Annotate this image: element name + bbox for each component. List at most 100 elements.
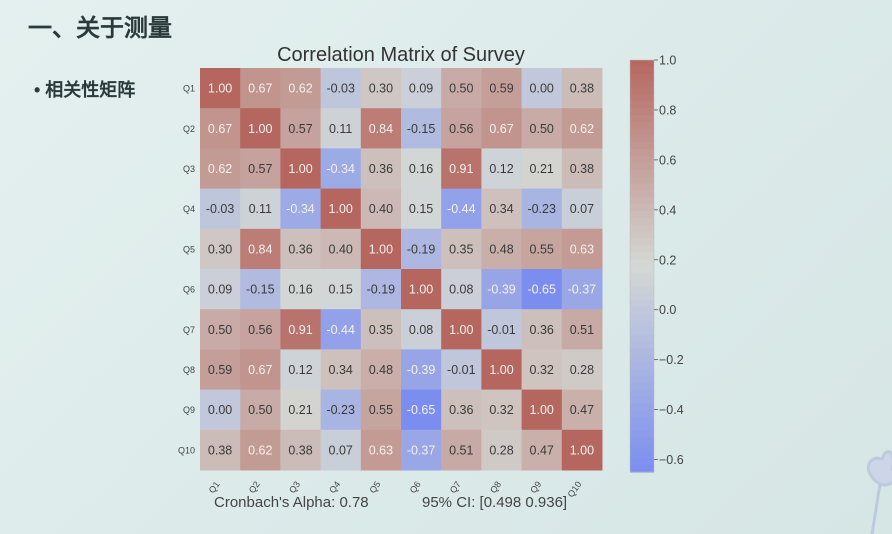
- colorbar-segment: [630, 245, 654, 253]
- colorbar-segment: [630, 362, 654, 370]
- colorbar-segment: [630, 94, 654, 102]
- cell-value-label: 0.07: [570, 202, 594, 216]
- cell-value-label: 0.28: [570, 363, 594, 377]
- col-tick-label: Q1: [207, 479, 222, 495]
- cell-value-label: -0.37: [568, 283, 597, 297]
- heatmap-cell: [401, 68, 442, 109]
- colorbar-segment: [630, 266, 654, 274]
- heatmap-cell: [441, 108, 482, 149]
- colorbar-tick-label: 1.0: [659, 54, 676, 68]
- heatmap-cell: [521, 68, 563, 109]
- cell-value-label: 0.63: [570, 242, 594, 256]
- cell-value-label: 0.32: [530, 363, 554, 377]
- heatmap-cell: [521, 429, 563, 471]
- heatmap-cell: [240, 188, 281, 230]
- heatmap-cell: [521, 309, 563, 350]
- cell-value-label: 0.62: [208, 162, 232, 176]
- colorbar-tick-label: 0.2: [659, 253, 676, 267]
- heatmap-cell: [441, 349, 482, 391]
- cell-value-label: 0.21: [530, 162, 554, 176]
- colorbar-segment: [630, 293, 654, 301]
- heatmap-cell: [360, 148, 402, 190]
- colorbar-segment: [630, 279, 654, 288]
- heatmap-cell: [280, 68, 322, 109]
- cell-value-label: 0.32: [489, 403, 513, 417]
- colorbar-frame: [629, 59, 655, 473]
- heatmap-cell: [200, 389, 241, 431]
- cell-value-label: 0.50: [208, 323, 232, 337]
- bullet-correlation-matrix: • 相关性矩阵: [34, 80, 136, 100]
- cell-value-label: 0.30: [369, 82, 393, 96]
- colorbar-segment: [630, 231, 654, 240]
- colorbar-segment: [630, 87, 654, 95]
- heatmap-cell: [240, 429, 281, 471]
- cronbach-alpha-label: Cronbach's Alpha: 0.78: [214, 494, 369, 511]
- heatmap-cell: [441, 389, 482, 431]
- heatmap-cell: [320, 68, 362, 109]
- chart-title: Correlation Matrix of Survey: [277, 44, 525, 66]
- colorbar-segment: [630, 403, 654, 411]
- cell-value-label: 0.08: [409, 323, 433, 337]
- heatmap-cell: [481, 228, 523, 270]
- cell-value-label: 0.91: [288, 323, 312, 337]
- colorbar-segment: [630, 307, 654, 315]
- heatmap-cell: [561, 68, 603, 109]
- heatmap-cell: [401, 108, 442, 149]
- heatmap-cell: [200, 269, 241, 310]
- heatmap-cell: [240, 269, 281, 310]
- cell-value-label: 0.11: [329, 122, 352, 136]
- row-tick-label: Q7: [183, 325, 195, 335]
- heatmap-cell: [401, 429, 442, 471]
- colorbar-segment: [630, 410, 654, 418]
- heatmap-cell: [481, 148, 523, 190]
- heatmap-cell: [360, 429, 402, 471]
- cell-value-label: -0.37: [407, 443, 436, 457]
- heatmap-cell: [240, 68, 281, 109]
- heatmap-cell: [320, 188, 362, 230]
- heatmap-cell: [240, 349, 281, 391]
- heatmap-cell: [280, 269, 322, 310]
- col-tick-label: Q2: [247, 479, 262, 495]
- cell-value-label: 0.91: [449, 162, 473, 176]
- colorbar-segment: [630, 327, 654, 336]
- cell-value-label: 0.40: [329, 242, 353, 256]
- cell-value-label: 0.67: [208, 122, 232, 136]
- heatmap-cell: [360, 269, 402, 310]
- cell-value-label: -0.03: [326, 82, 355, 96]
- cell-value-label: 0.59: [208, 363, 232, 377]
- cell-value-label: 0.62: [288, 82, 312, 96]
- heatmap-cell: [481, 429, 523, 471]
- heatmap-cell: [240, 228, 281, 270]
- cell-value-label: 0.51: [449, 443, 473, 457]
- colorbar-segment: [630, 272, 654, 281]
- colorbar-segment: [630, 341, 654, 349]
- heatmap-cell: [200, 349, 241, 391]
- cell-value-label: 0.57: [248, 162, 272, 176]
- heatmap-cell: [320, 429, 362, 471]
- heatmap-cell: [320, 349, 362, 391]
- confidence-interval-label: 95% CI: [0.498 0.936]: [422, 494, 568, 511]
- col-tick-label: Q8: [488, 479, 503, 495]
- col-tick-label: Q4: [327, 479, 342, 495]
- colorbar-segment: [630, 128, 654, 137]
- cell-value-label: 0.38: [208, 443, 232, 457]
- colorbar-segment: [630, 204, 654, 212]
- colorbar-segment: [630, 176, 654, 185]
- cell-value-label: 0.62: [248, 443, 272, 457]
- colorbar-segment: [630, 458, 654, 466]
- heatmap-cell: [561, 349, 603, 391]
- heatmap-cell: [561, 188, 603, 230]
- heatmap-cell: [521, 148, 563, 190]
- cell-value-label: -0.34: [326, 162, 355, 176]
- cell-value-label: 0.56: [248, 323, 272, 337]
- row-tick-label: Q2: [183, 124, 195, 134]
- heatmap-cell: [280, 228, 322, 270]
- colorbar-segment: [630, 156, 654, 164]
- colorbar-segment: [630, 60, 654, 68]
- cell-value-label: 0.84: [248, 242, 272, 256]
- cell-value-label: 0.57: [288, 122, 312, 136]
- cell-value-label: 0.59: [489, 82, 513, 96]
- cell-value-label: -0.34: [286, 202, 315, 216]
- heatmap-cell: [521, 349, 563, 391]
